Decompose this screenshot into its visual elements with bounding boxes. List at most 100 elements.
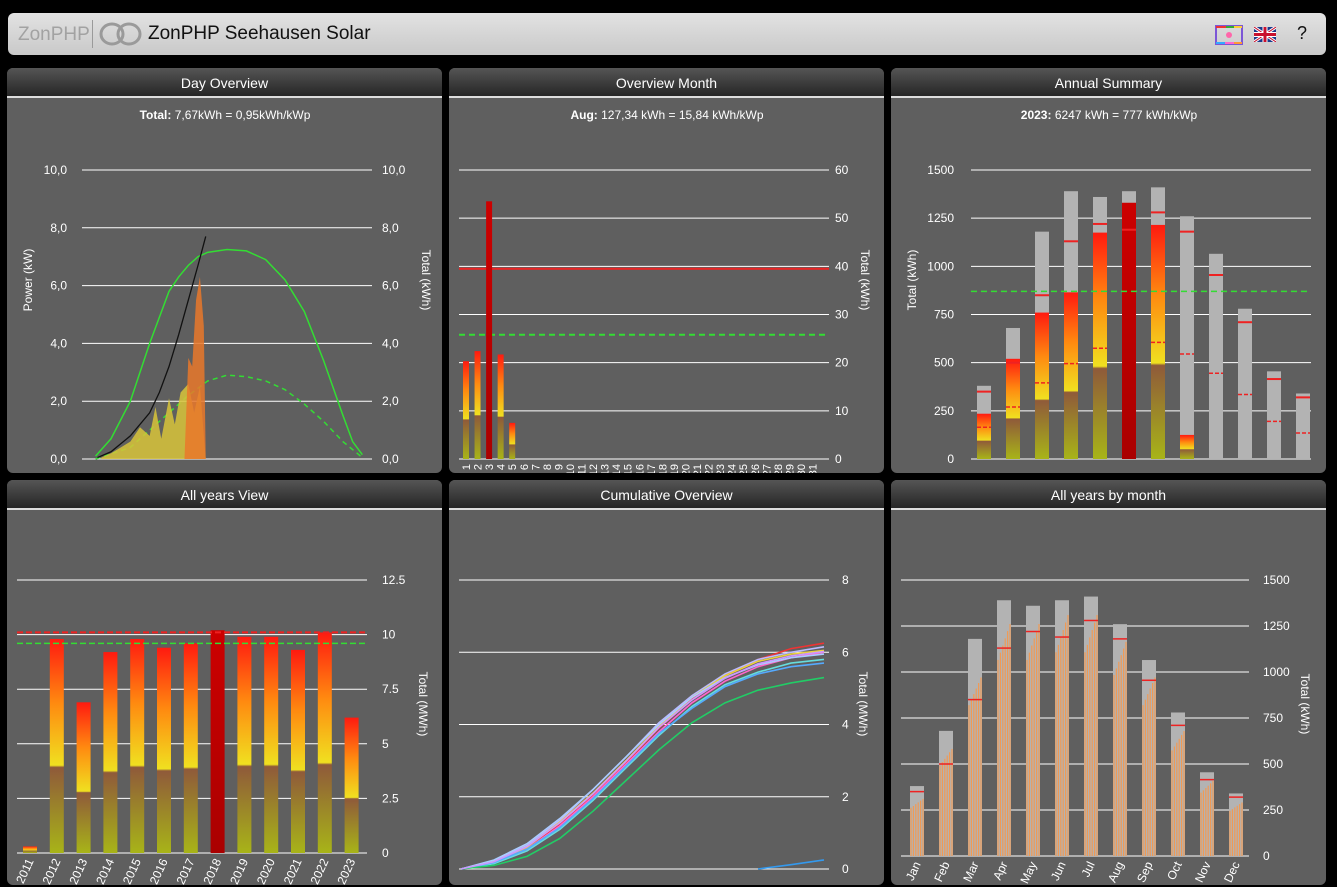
app-title: ZonPHP Seehausen Solar xyxy=(148,23,371,44)
x-tick-label: 29 xyxy=(784,464,796,473)
uk-flag-icon[interactable] xyxy=(1254,27,1276,42)
y-tick-label: 2,0 xyxy=(50,394,67,408)
help-button[interactable]: ? xyxy=(1297,23,1308,43)
y-tick-label: 30 xyxy=(835,308,849,322)
y-axis-title-right: Total (MWh) xyxy=(416,672,430,737)
x-tick-label: 2018 xyxy=(200,856,224,885)
theme-palette-icon[interactable] xyxy=(1214,24,1244,46)
y-tick-label: 500 xyxy=(934,356,954,370)
year-bar xyxy=(344,717,359,853)
max-bar xyxy=(1026,605,1040,856)
year-bar xyxy=(291,649,305,853)
x-tick-label: Nov xyxy=(1192,859,1214,884)
x-tick-label: 7 xyxy=(530,464,542,470)
x-tick-label: 6 xyxy=(519,464,531,470)
x-tick-label: 30 xyxy=(796,464,808,473)
y-axis-title-left: Power (kW) xyxy=(21,249,35,312)
cumulative-year-line xyxy=(460,651,825,870)
zonphp-logo-icon xyxy=(99,22,142,46)
all-years-by-month-chart: Total (kWh) 0 250 500 750 1000 1250 1500 Jan Feb… xyxy=(901,573,1312,885)
year-bar xyxy=(76,702,91,853)
y-axis-title-right: Total (kWh) xyxy=(1298,674,1312,735)
cumulative-year-line xyxy=(460,646,825,870)
y-tick-label: 4 xyxy=(842,718,849,732)
max-bar xyxy=(968,638,982,856)
x-tick-label: Jul xyxy=(1079,859,1098,879)
y-tick-label: 500 xyxy=(1263,757,1283,771)
x-tick-label: 2015 xyxy=(120,856,144,885)
y-tick-label: 60 xyxy=(835,163,849,177)
y-tick-label: 20 xyxy=(835,356,849,370)
year-bar xyxy=(183,643,198,853)
month-bar xyxy=(1093,232,1107,459)
x-tick-label: 2017 xyxy=(174,856,198,885)
y-tick-label: 1000 xyxy=(1263,665,1290,679)
y-tick-label: 10 xyxy=(835,404,849,418)
y-tick-label: 2 xyxy=(842,790,849,804)
y-tick-label: 6,0 xyxy=(382,279,399,293)
year-bar xyxy=(264,636,279,853)
year-bar xyxy=(23,846,37,853)
cumulative-year-line xyxy=(460,662,825,870)
max-bar xyxy=(1113,624,1127,856)
cumulative-overview-chart: Total (MWh) 02468JanFebMarAprMayJunJulAu… xyxy=(459,573,870,876)
year-bar xyxy=(130,638,145,853)
x-tick-label: Feb xyxy=(931,859,953,884)
y-tick-label: 10 xyxy=(382,628,396,642)
x-tick-label: 24 xyxy=(727,464,739,473)
svg-text:2023: 6247 kWh = 777 kWh/kWp: 2023: 6247 kWh = 777 kWh/kWp xyxy=(1021,108,1198,122)
max-bar xyxy=(910,786,924,856)
x-tick-label: 2022 xyxy=(308,856,332,885)
y-axis-title-right: Total (MWh) xyxy=(856,672,870,737)
y-tick-label: 0 xyxy=(835,452,842,466)
x-tick-label: Apr xyxy=(990,859,1011,882)
x-tick-label: 16 xyxy=(634,464,646,473)
max-bar xyxy=(1142,660,1156,856)
x-tick-label: Sep xyxy=(1134,859,1156,885)
y-tick-label: 0 xyxy=(382,846,389,860)
cumulative-year-line xyxy=(460,658,825,870)
power-area xyxy=(101,383,206,459)
month-bar xyxy=(1122,202,1136,459)
y-tick-label: 1500 xyxy=(1263,573,1290,587)
year-bar xyxy=(317,632,332,853)
x-tick-label: 8 xyxy=(542,464,554,470)
max-bar xyxy=(1209,253,1223,459)
app-logo: ZonPHP xyxy=(18,24,90,45)
x-tick-label: 19 xyxy=(669,464,681,473)
max-bar xyxy=(1171,712,1185,856)
x-tick-label: 2 xyxy=(473,464,485,470)
svg-text:Aug: 127,34 kWh = 15,84 kWh/kW: Aug: 127,34 kWh = 15,84 kWh/kWp xyxy=(570,108,763,122)
panel-title: All years by month xyxy=(891,480,1326,510)
x-tick-label: 11 xyxy=(577,464,589,473)
y-tick-label: 5 xyxy=(382,737,389,751)
x-tick-label: 2020 xyxy=(254,856,278,885)
cumulative-year-line xyxy=(460,650,825,870)
x-tick-label: 31 xyxy=(808,464,820,473)
x-tick-label: May xyxy=(1017,859,1039,885)
x-tick-label: 21 xyxy=(692,464,704,473)
day-bar xyxy=(509,422,516,459)
max-bar xyxy=(939,730,953,856)
x-tick-label: 20 xyxy=(680,464,692,473)
max-bar xyxy=(1296,393,1310,459)
y-tick-label: 10,0 xyxy=(44,163,68,177)
y-tick-label: 8,0 xyxy=(382,221,399,235)
max-bar xyxy=(1055,600,1069,856)
day-total-value: 7,67kWh = 0,95kWh/kWp xyxy=(175,108,311,122)
cumulative-year-line xyxy=(460,653,825,870)
y-tick-label: 0 xyxy=(947,452,954,466)
panel-title: Overview Month xyxy=(449,68,884,98)
y-axis-title-right: Total (kWh) xyxy=(858,250,872,311)
x-tick-label: 25 xyxy=(738,464,750,473)
y-tick-label: 250 xyxy=(934,404,954,418)
y-tick-label: 0,0 xyxy=(382,452,399,466)
x-tick-label: Dec xyxy=(1221,859,1243,884)
x-tick-label: 26 xyxy=(750,464,762,473)
x-tick-label: 15 xyxy=(623,464,635,473)
day-bar xyxy=(474,351,481,459)
month-bar xyxy=(977,413,991,459)
x-tick-label: 1 xyxy=(461,464,473,470)
y-axis-title-right: Total (kWh) xyxy=(419,250,433,311)
month-bar xyxy=(1180,434,1194,459)
